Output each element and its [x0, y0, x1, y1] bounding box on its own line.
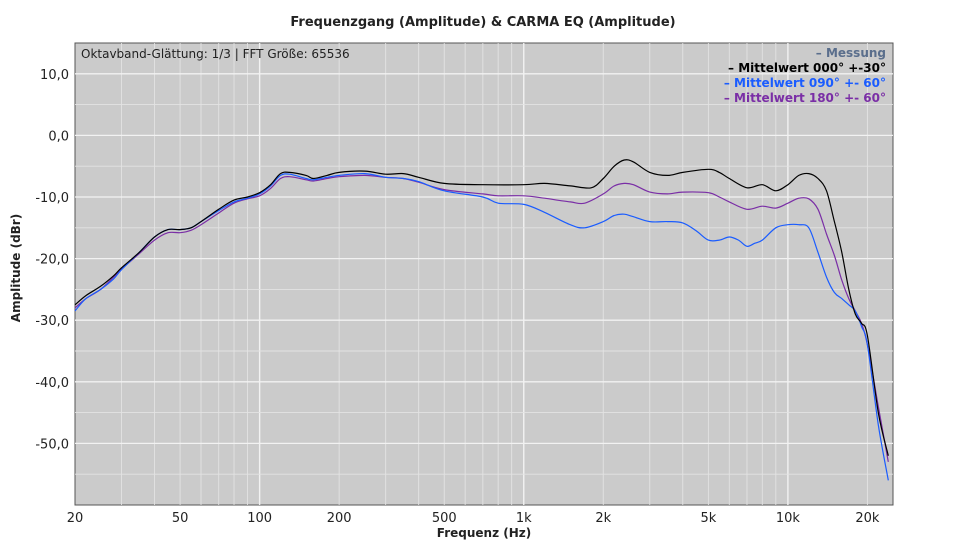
- legend-entry: – Mittelwert 000° +-30°: [728, 61, 886, 75]
- grid-lines: [75, 43, 893, 505]
- x-tick-label: 1k: [516, 511, 532, 526]
- x-tick-label: 20k: [855, 511, 880, 526]
- x-tick-label: 200: [327, 511, 352, 526]
- y-tick-label: -50,0: [35, 437, 69, 452]
- x-axis-label: Frequenz (Hz): [437, 526, 531, 540]
- series-line: [74, 159, 889, 456]
- y-tick-label: -10,0: [35, 191, 69, 206]
- legend-entry: – Messung: [816, 46, 886, 60]
- series-layer: [74, 159, 889, 481]
- y-tick-label: 10,0: [40, 68, 69, 83]
- x-tick-label: 50: [172, 511, 189, 526]
- legend: – Messung– Mittelwert 000° +-30°– Mittel…: [724, 46, 886, 105]
- y-axis-ticks: 10,0 0,0 -10,0 -20,0 -30,0 -40,0 -50,0: [35, 68, 69, 453]
- x-tick-label: 100: [247, 511, 272, 526]
- plot-area: [74, 42, 894, 506]
- x-tick-label: 5k: [700, 511, 716, 526]
- y-tick-label: -30,0: [35, 314, 69, 329]
- x-tick-label: 10k: [776, 511, 801, 526]
- series-line: [74, 174, 889, 463]
- x-tick-label: 500: [432, 511, 457, 526]
- y-tick-label: -20,0: [35, 253, 69, 268]
- x-axis-ticks: 20 50 100 200 500 1k 2k 5k 10k 20k: [67, 511, 880, 526]
- chart-title: Frequenzgang (Amplitude) & CARMA EQ (Amp…: [290, 15, 675, 30]
- x-tick-label: 20: [67, 511, 84, 526]
- smoothing-info: Oktavband-Glättung: 1/3 | FFT Größe: 655…: [81, 47, 350, 61]
- x-tick-label: 2k: [595, 511, 611, 526]
- legend-entry: – Mittelwert 180° +- 60°: [724, 91, 886, 105]
- legend-entry: – Mittelwert 090° +- 60°: [724, 76, 886, 90]
- y-tick-label: 0,0: [48, 129, 69, 144]
- y-axis-label: Amplitude (dBr): [9, 214, 23, 322]
- y-tick-label: -40,0: [35, 376, 69, 391]
